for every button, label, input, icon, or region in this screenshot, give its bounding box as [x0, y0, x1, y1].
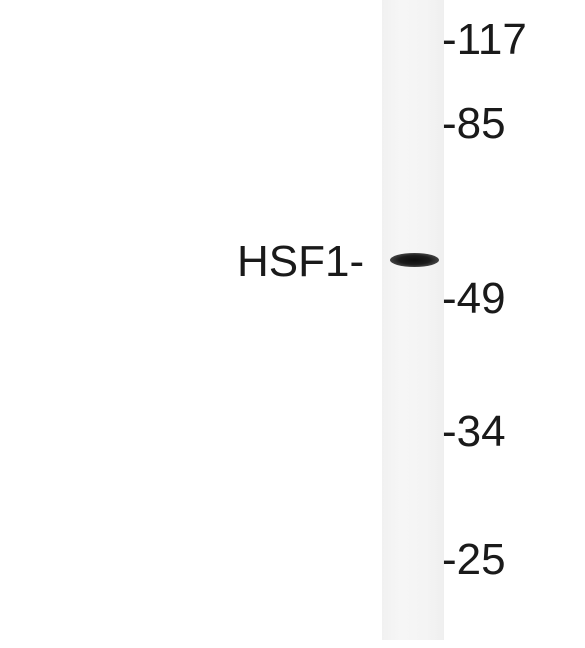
marker-117: -117 [442, 15, 527, 64]
gel-lane [382, 0, 444, 640]
protein-band [390, 253, 439, 267]
marker-25: -25 [442, 535, 506, 584]
marker-34: -34 [442, 407, 506, 456]
marker-85: -85 [442, 99, 506, 148]
marker-49: -49 [442, 274, 506, 323]
protein-label: HSF1- [237, 237, 365, 286]
